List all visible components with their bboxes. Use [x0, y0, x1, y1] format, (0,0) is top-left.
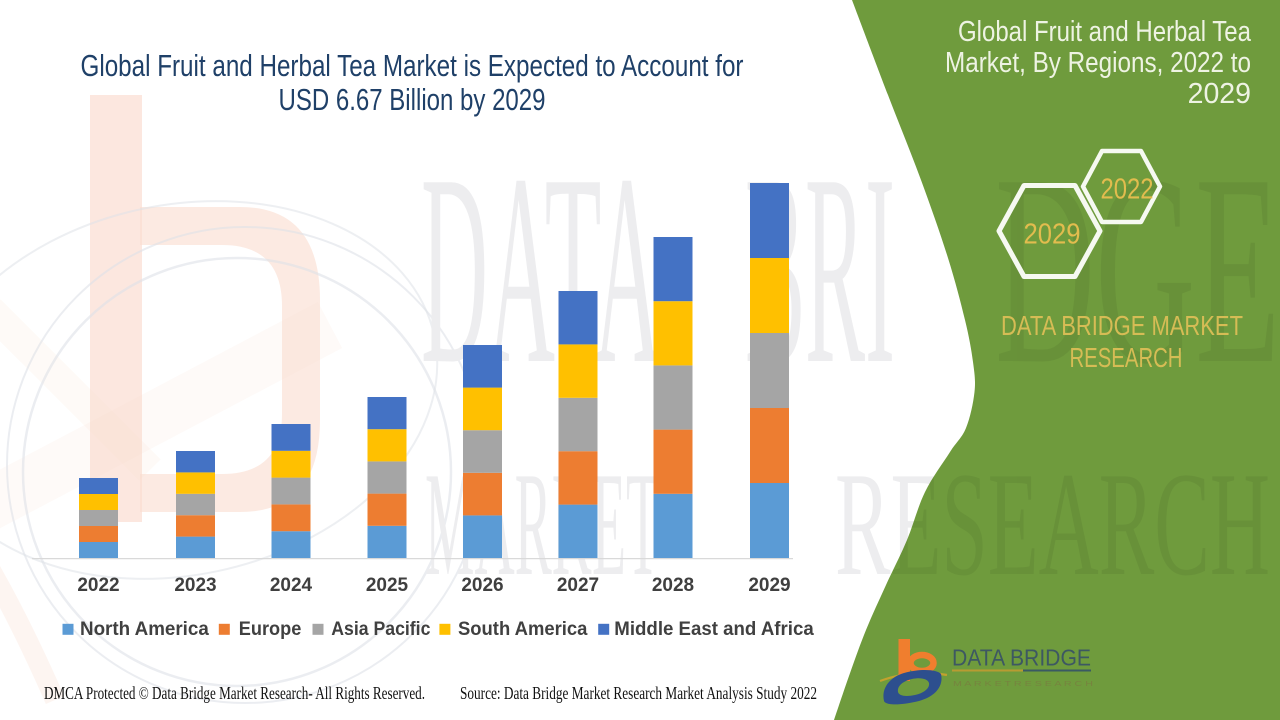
svg-text:Global Fruit and Herbal Tea: Global Fruit and Herbal Tea [958, 16, 1251, 48]
svg-text:Source: Data Bridge Market Res: Source: Data Bridge Market Research Mark… [460, 683, 817, 703]
svg-text:2026: 2026 [461, 575, 503, 596]
svg-text:Asia Pacific: Asia Pacific [331, 619, 431, 640]
svg-text:DMCA Protected © Data Bridge M: DMCA Protected © Data Bridge Market Rese… [44, 683, 425, 703]
svg-text:DATA BRIDGE MARKET: DATA BRIDGE MARKET [1001, 310, 1243, 341]
svg-text:DGE: DGE [995, 119, 1280, 421]
svg-text:M A R K E T R E S E A R C H: M A R K E T R E S E A R C H [953, 679, 1093, 688]
svg-text:Market, By Regions, 2022 to: Market, By Regions, 2022 to [945, 47, 1251, 79]
svg-text:2023: 2023 [174, 575, 216, 596]
svg-text:2029: 2029 [1024, 219, 1081, 251]
svg-text:2024: 2024 [270, 575, 313, 596]
svg-text:2029: 2029 [748, 575, 790, 596]
svg-text:North America: North America [80, 619, 209, 640]
svg-text:2029: 2029 [1188, 78, 1251, 110]
svg-text:South America: South America [458, 619, 588, 640]
svg-text:Global Fruit and Herbal Tea Ma: Global Fruit and Herbal Tea Market is Ex… [81, 49, 744, 83]
svg-text:2027: 2027 [557, 575, 599, 596]
svg-text:2022: 2022 [77, 575, 119, 596]
svg-text:Europe: Europe [239, 619, 301, 640]
svg-text:Middle East and Africa: Middle East and Africa [614, 619, 814, 640]
svg-text:2022: 2022 [1101, 174, 1154, 206]
svg-text:DATA BRIDGE: DATA BRIDGE [952, 645, 1091, 671]
svg-text:MARKET: MARKET [425, 442, 660, 607]
svg-text:RESEARCH: RESEARCH [1070, 342, 1183, 373]
svg-text:DATA: DATA [421, 119, 661, 421]
svg-text:2028: 2028 [652, 575, 694, 596]
svg-text:2025: 2025 [366, 575, 409, 596]
svg-text:USD 6.67 Billion by 2029: USD 6.67 Billion by 2029 [279, 83, 546, 117]
